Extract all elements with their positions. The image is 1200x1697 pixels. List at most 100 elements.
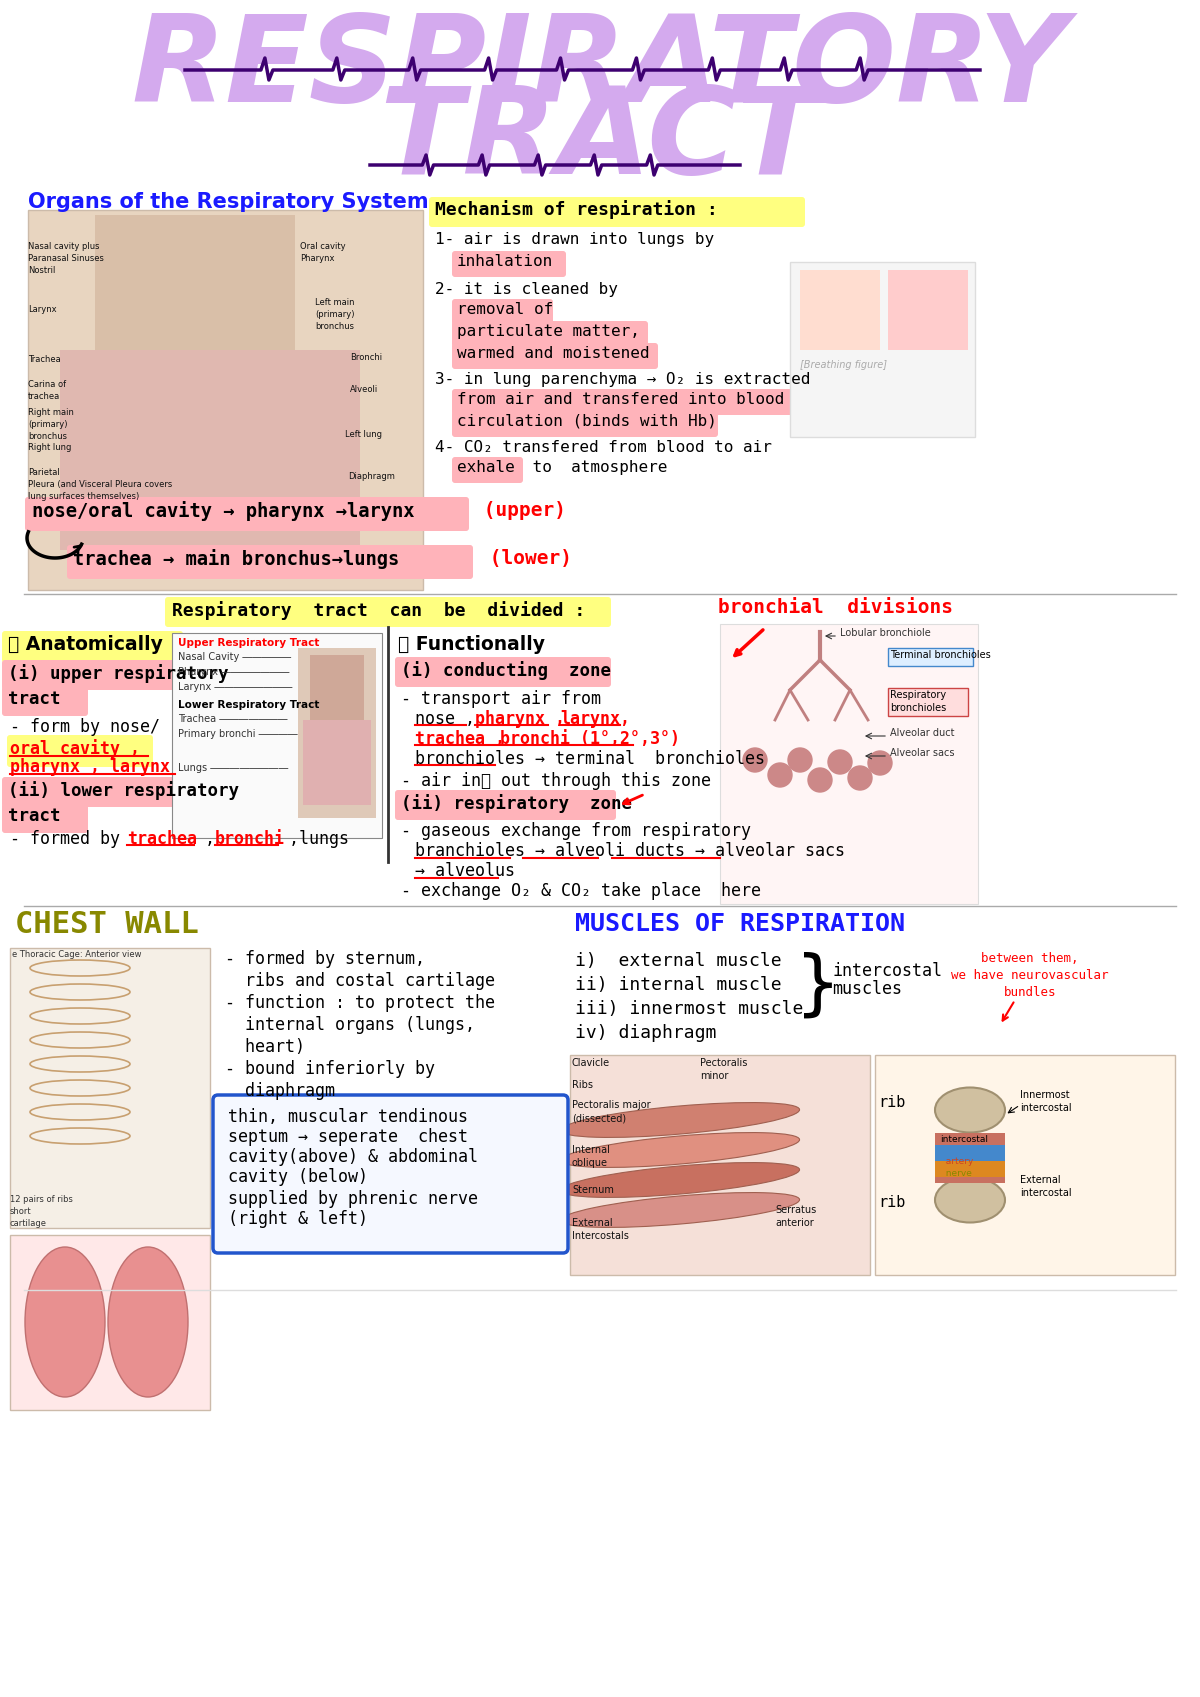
Text: rib: rib <box>878 1095 905 1110</box>
Text: Lobular bronchiole: Lobular bronchiole <box>840 628 931 638</box>
Text: tract: tract <box>8 691 60 708</box>
Text: CHEST WALL: CHEST WALL <box>14 910 199 938</box>
Ellipse shape <box>560 1103 799 1137</box>
Text: External
Intercostals: External Intercostals <box>572 1218 629 1241</box>
Text: → alveolus: → alveolus <box>415 862 515 881</box>
Text: Respiratory  tract  can  be  divided :: Respiratory tract can be divided : <box>172 601 586 619</box>
Text: - transport air from: - transport air from <box>401 691 601 708</box>
Text: - function : to protect the: - function : to protect the <box>226 994 496 1011</box>
Text: Larynx: Larynx <box>28 305 56 314</box>
Text: heart): heart) <box>226 1039 305 1056</box>
Text: Primary bronchi ――――: Primary bronchi ―――― <box>178 730 298 738</box>
Text: Sternum: Sternum <box>572 1185 614 1195</box>
Text: (i) conducting  zone: (i) conducting zone <box>401 662 611 680</box>
Text: - bound inferiorly by: - bound inferiorly by <box>226 1061 436 1078</box>
Text: Trachea: Trachea <box>28 355 61 363</box>
FancyBboxPatch shape <box>166 597 611 626</box>
Text: Internal
oblique: Internal oblique <box>572 1145 610 1168</box>
Text: Serratus
anterior: Serratus anterior <box>775 1205 816 1229</box>
Text: Bronchi: Bronchi <box>350 353 382 361</box>
Text: iv) diaphragm: iv) diaphragm <box>575 1023 716 1042</box>
Ellipse shape <box>108 1247 188 1397</box>
FancyBboxPatch shape <box>875 1056 1175 1274</box>
Text: RESPIRATORY: RESPIRATORY <box>132 10 1068 127</box>
FancyBboxPatch shape <box>452 343 658 368</box>
Text: bronchi (1°,2°,3°): bronchi (1°,2°,3°) <box>490 730 680 748</box>
FancyBboxPatch shape <box>888 648 973 665</box>
Text: Ⓑ Functionally: Ⓑ Functionally <box>398 635 545 653</box>
FancyBboxPatch shape <box>2 631 182 664</box>
Text: exhale: exhale <box>457 460 515 475</box>
Circle shape <box>868 752 892 776</box>
Ellipse shape <box>560 1193 799 1227</box>
FancyBboxPatch shape <box>2 660 263 691</box>
Text: MUSCLES OF RESPIRATION: MUSCLES OF RESPIRATION <box>575 911 905 937</box>
Text: Pharynx ―――――――: Pharynx ――――――― <box>178 667 289 677</box>
Text: - air inⓘ out through this zone: - air inⓘ out through this zone <box>401 772 710 791</box>
Ellipse shape <box>25 1247 106 1397</box>
Text: rib: rib <box>878 1195 905 1210</box>
FancyBboxPatch shape <box>2 777 268 808</box>
Text: ,: , <box>194 830 226 848</box>
FancyBboxPatch shape <box>800 270 880 350</box>
Text: 4- CO₂ transfered from blood to air: 4- CO₂ transfered from blood to air <box>436 440 772 455</box>
Ellipse shape <box>935 1088 1006 1132</box>
Text: Pectoralis
minor: Pectoralis minor <box>700 1057 748 1081</box>
Text: Right main
(primary)
bronchus
Right lung: Right main (primary) bronchus Right lung <box>28 407 74 453</box>
Text: (ii) lower respiratory: (ii) lower respiratory <box>8 781 239 799</box>
FancyBboxPatch shape <box>172 633 382 838</box>
Text: bronchi: bronchi <box>215 830 286 848</box>
Text: Nasal Cavity ―――――: Nasal Cavity ――――― <box>178 652 292 662</box>
Text: Left main
(primary)
bronchus: Left main (primary) bronchus <box>314 299 354 331</box>
FancyBboxPatch shape <box>10 949 210 1229</box>
Text: nose ,: nose , <box>415 709 475 728</box>
FancyBboxPatch shape <box>935 1145 1006 1161</box>
FancyBboxPatch shape <box>7 735 154 767</box>
FancyBboxPatch shape <box>10 1235 210 1410</box>
Text: supplied by phrenic nerve: supplied by phrenic nerve <box>228 1190 478 1208</box>
Circle shape <box>808 769 832 792</box>
Text: 3- in lung parenchyma → O₂ is extracted: 3- in lung parenchyma → O₂ is extracted <box>436 372 810 387</box>
Text: circulation (binds with Hb): circulation (binds with Hb) <box>457 414 716 429</box>
Text: (right & left): (right & left) <box>228 1210 368 1229</box>
Text: intercostal: intercostal <box>940 1135 988 1144</box>
Text: (lower): (lower) <box>478 550 572 568</box>
FancyBboxPatch shape <box>452 411 718 438</box>
Text: inhalation: inhalation <box>457 255 553 270</box>
FancyBboxPatch shape <box>452 321 648 346</box>
Text: nerve: nerve <box>940 1169 972 1178</box>
Text: Oral cavity
Pharynx: Oral cavity Pharynx <box>300 243 346 263</box>
Text: thin, muscular tendinous: thin, muscular tendinous <box>228 1108 468 1127</box>
FancyBboxPatch shape <box>452 251 566 277</box>
Text: (upper): (upper) <box>472 501 566 519</box>
FancyBboxPatch shape <box>888 270 968 350</box>
Text: bronchial  divisions: bronchial divisions <box>718 597 953 618</box>
FancyBboxPatch shape <box>935 1161 1006 1178</box>
Text: particulate matter,: particulate matter, <box>457 324 640 339</box>
Text: Upper Respiratory Tract: Upper Respiratory Tract <box>178 638 319 648</box>
Text: Terminal bronchioles: Terminal bronchioles <box>890 650 991 660</box>
Text: ribs and costal cartilage: ribs and costal cartilage <box>226 972 496 989</box>
Text: branchioles → alveoli ducts → alveolar sacs: branchioles → alveoli ducts → alveolar s… <box>415 842 845 860</box>
Text: pharynx ,: pharynx , <box>475 709 565 728</box>
Text: larynx,: larynx, <box>560 709 630 728</box>
FancyBboxPatch shape <box>452 299 553 326</box>
Text: 12 pairs of ribs: 12 pairs of ribs <box>10 1195 73 1203</box>
FancyBboxPatch shape <box>298 648 376 818</box>
Text: Alveoli: Alveoli <box>350 385 378 394</box>
Text: ii) internal muscle: ii) internal muscle <box>575 976 781 994</box>
Circle shape <box>743 748 767 772</box>
Text: removal of: removal of <box>457 302 553 317</box>
Text: Organs of the Respiratory System: Organs of the Respiratory System <box>28 192 428 212</box>
Text: (i) upper respiratory: (i) upper respiratory <box>8 664 228 682</box>
Text: Parietal
Pleura (and Visceral Pleura covers
lung surfaces themselves): Parietal Pleura (and Visceral Pleura cov… <box>28 468 173 501</box>
Text: Nasal cavity plus
Paranasal Sinuses
Nostril: Nasal cavity plus Paranasal Sinuses Nost… <box>28 243 104 275</box>
FancyBboxPatch shape <box>302 720 371 804</box>
FancyBboxPatch shape <box>25 497 469 531</box>
FancyBboxPatch shape <box>60 350 360 550</box>
Circle shape <box>828 750 852 774</box>
Text: Ⓐ Anatomically: Ⓐ Anatomically <box>8 635 163 653</box>
Text: vein: vein <box>940 1145 965 1154</box>
Ellipse shape <box>560 1132 799 1168</box>
Text: trachea: trachea <box>127 830 197 848</box>
